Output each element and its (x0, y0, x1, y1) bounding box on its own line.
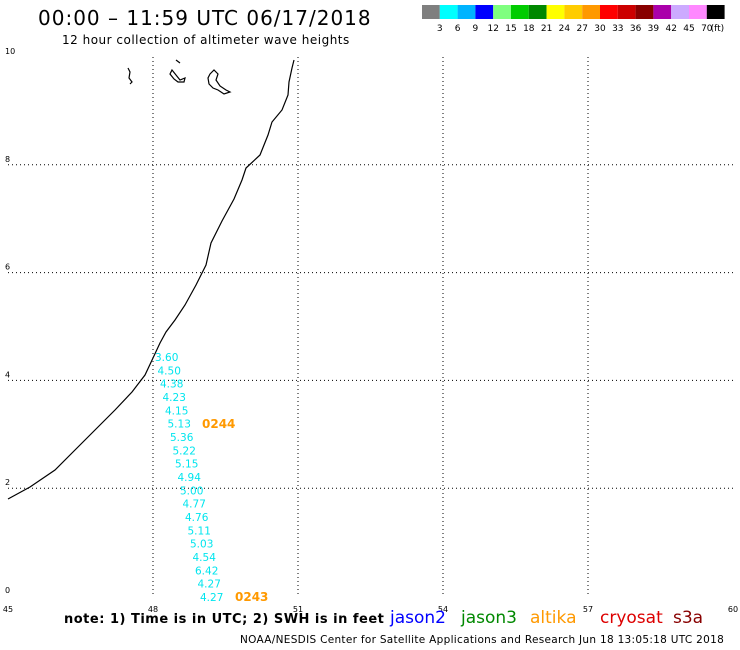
color-scale: 3 6 9 12 15 18 21 24 27 30 33 36 39 42 45 70(ft) (422, 5, 725, 34)
swh-value: 4.94 (178, 472, 202, 484)
color-scale-unit: (ft) (711, 24, 725, 34)
color-scale-swatch (635, 5, 654, 19)
color-scale-label: 70 (701, 24, 713, 34)
axis-ticks: 45 48 51 54 57 60 0 2 4 6 8 10 (3, 47, 738, 614)
y-tick-label: 0 (5, 586, 10, 595)
pass-time-label: 0243 (235, 590, 268, 604)
color-scale-swatch (582, 5, 600, 19)
color-scale-label: 6 (455, 24, 461, 34)
color-scale-swatch (671, 5, 689, 19)
swh-value: 6.42 (195, 565, 218, 577)
color-scale-label: 33 (612, 24, 623, 34)
color-scale-label: 42 (665, 24, 676, 34)
color-scale-swatch (439, 5, 458, 19)
swh-value: 4.38 (160, 379, 183, 391)
swh-value: 5.13 (168, 419, 191, 431)
swh-value: 5.11 (188, 525, 211, 537)
color-scale-label: 9 (473, 24, 479, 34)
swh-value: 4.27 (198, 579, 221, 591)
swh-value: 5.03 (190, 539, 213, 551)
color-scale-swatch (475, 5, 494, 19)
x-tick-label: 48 (148, 605, 158, 614)
island-2 (169, 68, 186, 83)
color-scale-label: 30 (594, 24, 606, 34)
y-tick-label: 8 (5, 155, 10, 164)
footer-note: note: 1) Time is in UTC; 2) SWH is in fe… (64, 612, 385, 627)
swh-value: 5.15 (175, 459, 198, 471)
swh-value: 4.23 (163, 392, 186, 404)
y-tick-label: 4 (5, 370, 10, 379)
y-tick-label: 2 (5, 478, 10, 487)
color-scale-swatch (600, 5, 618, 19)
legend-item-jason2: jason2 (390, 608, 446, 628)
color-scale-label: 12 (487, 24, 498, 34)
pass-time-labels: 0244 0243 (202, 417, 268, 604)
island-3 (175, 59, 181, 64)
color-scale-swatch (617, 5, 636, 19)
color-scale-label: 21 (541, 24, 552, 34)
color-scale-swatch (528, 5, 547, 19)
color-scale-swatch (564, 5, 583, 19)
color-scale-label: 45 (683, 24, 694, 34)
legend-item-s3a: s3a (673, 608, 704, 628)
island-1 (127, 67, 133, 85)
color-scale-label: 24 (559, 24, 571, 34)
chart-title: 00:00 – 11:59 UTC 06/17/2018 (38, 6, 372, 30)
x-tick-label: 45 (3, 605, 13, 614)
color-scale-swatch (546, 5, 565, 19)
color-scale-label: 15 (505, 24, 516, 34)
color-scale-label: 39 (648, 24, 660, 34)
legend-item-jason3: jason3 (461, 608, 517, 628)
swh-value: 4.27 (200, 592, 223, 604)
legend-item-cryosat: cryosat (600, 608, 663, 628)
coastline-somalia (7, 59, 295, 500)
chart-subtitle: 12 hour collection of altimeter wave hei… (62, 33, 350, 47)
x-tick-label: 57 (583, 605, 593, 614)
color-scale-swatch (706, 5, 725, 19)
swh-value: 4.54 (193, 552, 217, 564)
x-tick-label: 51 (293, 605, 303, 614)
legend-item-altika: altika (530, 608, 577, 628)
swh-value: 5.36 (170, 432, 194, 444)
color-scale-swatch (653, 5, 672, 19)
color-scale-swatch (457, 5, 476, 19)
swh-value: 3.60 (155, 352, 178, 364)
pass-time-label: 0244 (202, 417, 235, 431)
x-tick-label: 60 (728, 605, 738, 614)
map-grid (8, 57, 733, 596)
swh-value: 5.22 (173, 445, 196, 457)
x-tick-label: 54 (438, 605, 448, 614)
color-scale-label: 18 (523, 24, 535, 34)
color-scale-label: 3 (437, 24, 443, 34)
color-scale-label: 27 (576, 24, 587, 34)
swh-value: 4.50 (158, 365, 181, 377)
swh-value: 4.77 (183, 499, 206, 511)
color-scale-swatch (511, 5, 529, 19)
swh-value: 4.15 (165, 405, 188, 417)
swh-value: 5.00 (180, 485, 203, 497)
coastline (7, 59, 295, 500)
footer-credit: NOAA/NESDIS Center for Satellite Applica… (240, 634, 725, 646)
altimeter-observations: 3.604.50 4.384.234.15 5.135.365.22 5.154.94… (155, 352, 223, 604)
color-scale-label: 36 (630, 24, 642, 34)
island-4 (207, 69, 232, 95)
swh-value: 4.76 (185, 512, 209, 524)
color-scale-swatch (689, 5, 707, 19)
color-scale-swatch (422, 5, 440, 19)
color-scale-swatch (493, 5, 511, 19)
y-tick-label: 6 (5, 263, 10, 272)
y-tick-label: 10 (5, 47, 15, 56)
